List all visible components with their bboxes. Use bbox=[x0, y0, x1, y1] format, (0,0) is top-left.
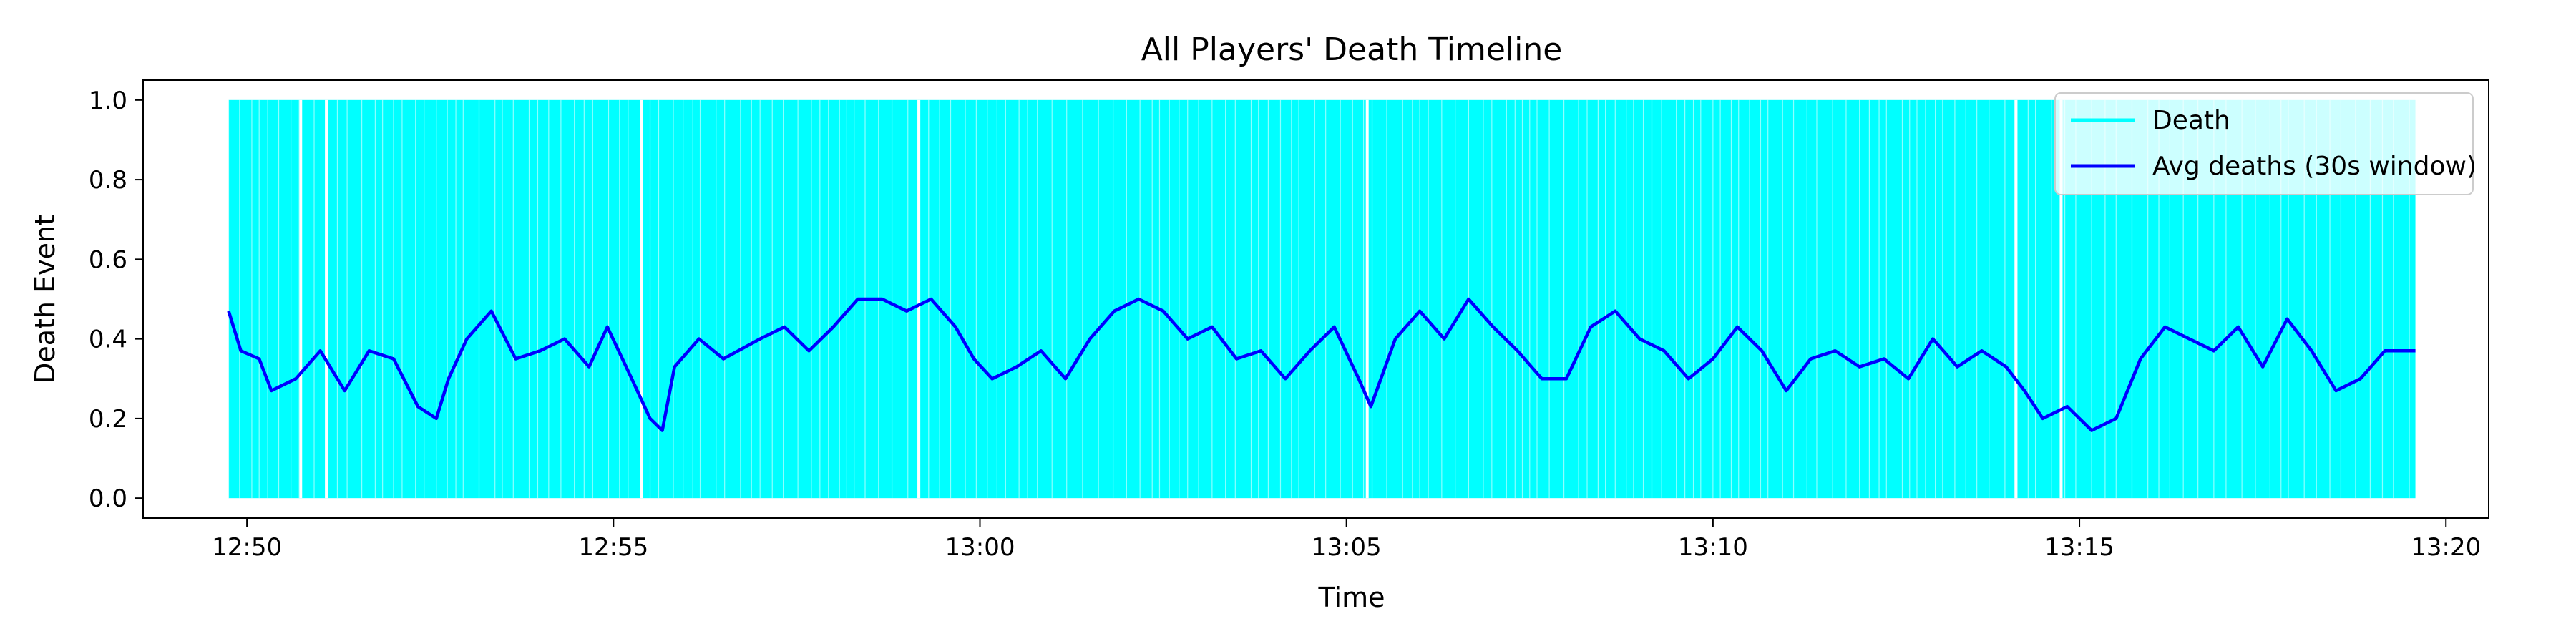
legend-label-death: Death bbox=[2152, 106, 2230, 135]
legend-box bbox=[2054, 92, 2474, 195]
x-tick-label: 13:15 bbox=[2044, 533, 2114, 562]
avg-deaths-series bbox=[227, 297, 2416, 432]
y-tick-label: 1.0 bbox=[89, 87, 127, 115]
avg-deaths-line bbox=[227, 297, 2416, 432]
x-tick-label: 13:10 bbox=[1678, 533, 1748, 562]
y-tick-label: 0.6 bbox=[89, 245, 127, 274]
x-tick-label: 13:00 bbox=[945, 533, 1015, 562]
plot-frame bbox=[142, 79, 2489, 519]
x-axis-ticks: 12:50 12:55 13:00 13:05 13:10 13:15 13:20 bbox=[212, 518, 2481, 562]
x-tick-label: 13:05 bbox=[1312, 533, 1382, 562]
y-axis-ticks: 0.0 0.2 0.4 0.6 0.8 1.0 bbox=[89, 87, 143, 513]
x-axis-label: Time bbox=[1318, 582, 1385, 613]
x-tick-label: 12:50 bbox=[212, 533, 282, 562]
x-tick-label: 12:55 bbox=[578, 533, 648, 562]
y-tick-label: 0.4 bbox=[89, 326, 127, 354]
x-tick-label: 13:20 bbox=[2411, 533, 2481, 562]
legend-label-avg: Avg deaths (30s window) bbox=[2152, 152, 2477, 181]
death-event-lines bbox=[228, 99, 2416, 499]
legend: Death Avg deaths (30s window) bbox=[2054, 92, 2477, 195]
chart-title: All Players' Death Timeline bbox=[1141, 31, 1563, 68]
y-tick-label: 0.8 bbox=[89, 166, 127, 195]
y-tick-label: 0.2 bbox=[89, 405, 127, 434]
y-tick-label: 0.0 bbox=[89, 484, 127, 513]
y-axis-label: Death Event bbox=[29, 215, 61, 384]
